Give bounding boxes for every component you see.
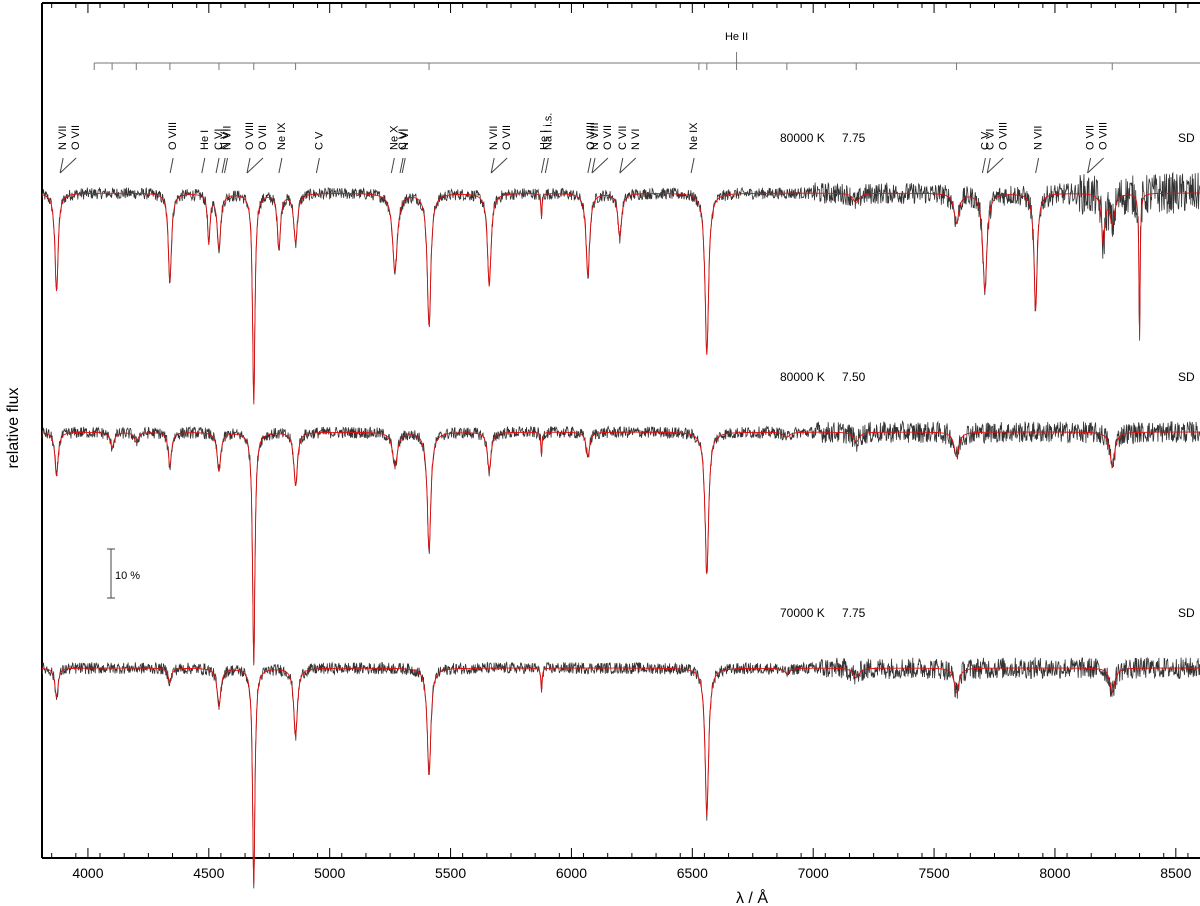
line-id-label: Ne X [388, 125, 400, 150]
line-id-connector [221, 157, 226, 174]
x-tick-label: 7000 [798, 865, 829, 881]
panel-logg-label: 7.75 [842, 131, 866, 145]
line-id-label: O VIII [1098, 122, 1110, 150]
line-id-connector [59, 157, 77, 174]
line-id-connector [399, 157, 404, 174]
x-tick-label: 4500 [193, 865, 224, 881]
panel-logg-label: 7.50 [842, 370, 866, 384]
model-spectrum-2 [41, 431, 1200, 663]
line-id-label: N VIII [589, 122, 601, 150]
line-id-connector [587, 157, 592, 174]
line-id-label: O VII [257, 125, 269, 150]
line-id-label: N VII [488, 126, 500, 150]
line-id-label: N VI [399, 129, 411, 150]
x-tick-label: 6500 [677, 865, 708, 881]
line-id-connector [690, 157, 695, 174]
line-id-connector [591, 157, 609, 174]
line-id-connector [490, 157, 508, 174]
line-id-label: Ne IX [688, 122, 700, 150]
line-id-connector [390, 157, 395, 174]
line-id-label: O VIII [244, 122, 256, 150]
line-id-connector [619, 157, 637, 174]
x-tick-label: 8500 [1160, 865, 1191, 881]
line-id-label: He I [199, 130, 211, 150]
line-id-label: N VI [219, 129, 231, 150]
line-id-label: Na I i.s. [542, 113, 554, 150]
line-id-label: C VI [397, 129, 409, 150]
panel-object-label: SD [1178, 131, 1195, 145]
x-tick-label: 5000 [314, 865, 345, 881]
line-id-connector [401, 157, 406, 174]
line-id-label: N VII [57, 126, 69, 150]
line-id-label: O VIII [167, 122, 179, 150]
line-id-label: O VII [501, 125, 513, 150]
line-id-connector [981, 157, 986, 174]
line-id-connector [986, 157, 1004, 174]
line-id-label: C V [313, 131, 325, 150]
panel-teff-label: 70000 K [780, 606, 825, 620]
model-spectrum-3 [41, 667, 1200, 885]
line-id-label: Ne IX [276, 122, 288, 150]
x-tick-label: 7500 [918, 865, 949, 881]
line-id-connector [215, 157, 220, 174]
line-id-label: C V [979, 131, 991, 150]
line-id-label: N VII [1033, 126, 1045, 150]
panel-object-label: SD [1178, 370, 1195, 384]
line-id-connector [619, 157, 624, 174]
observed-spectrum-2 [41, 419, 1200, 666]
line-id-connector [1087, 157, 1104, 174]
line-id-connector [246, 157, 251, 174]
y-axis-label: relative flux [5, 388, 22, 469]
line-id-connector [278, 157, 283, 174]
line-id-label: N VI [630, 129, 642, 150]
line-id-connector [986, 157, 991, 174]
scale-bar-label: 10 % [115, 570, 140, 582]
plot-area: 4000 4500 5000 5500 6000 6500 7000 7500 8000 8500… [41, 2, 1200, 889]
line-id-connector [591, 157, 596, 174]
line-id-connector [544, 157, 549, 174]
line-id-label: O VIII [585, 122, 597, 150]
line-id-label: N VII [222, 126, 234, 150]
line-id-label: He I [538, 130, 550, 150]
line-id-label: C VI [213, 129, 225, 150]
line-id-label: O VIII [997, 122, 1009, 150]
line-id-connector [201, 157, 206, 174]
line-id-connector [315, 157, 320, 174]
x-tick-label: 4000 [72, 865, 103, 881]
x-tick-label: 6000 [556, 865, 587, 881]
model-spectrum-1 [41, 192, 1200, 405]
panel-logg-label: 7.75 [842, 606, 866, 620]
line-id-connector [224, 157, 229, 174]
line-id-label: O VII [70, 125, 82, 150]
line-id-connector [490, 157, 495, 174]
line-id-label: C VII [617, 126, 629, 150]
x-axis-label: λ / Å [736, 888, 768, 906]
line-id-label: C VI [984, 129, 996, 150]
line-id-connector [540, 157, 545, 174]
line-id-label: O VII [602, 125, 614, 150]
line-id-connector [59, 157, 64, 174]
panel-object-label: SD [1178, 606, 1195, 620]
line-id-connector [169, 157, 174, 174]
line-id-connector [1035, 157, 1040, 174]
x-tick-label: 8000 [1039, 865, 1070, 881]
panel-teff-label: 80000 K [780, 370, 825, 384]
panel-teff-label: 80000 K [780, 131, 825, 145]
line-id-connector [1087, 157, 1092, 174]
x-tick-label: 5500 [435, 865, 466, 881]
he-ii-label: He II [725, 31, 748, 43]
line-id-label: O VII [1085, 125, 1097, 150]
line-id-connector [246, 157, 264, 174]
